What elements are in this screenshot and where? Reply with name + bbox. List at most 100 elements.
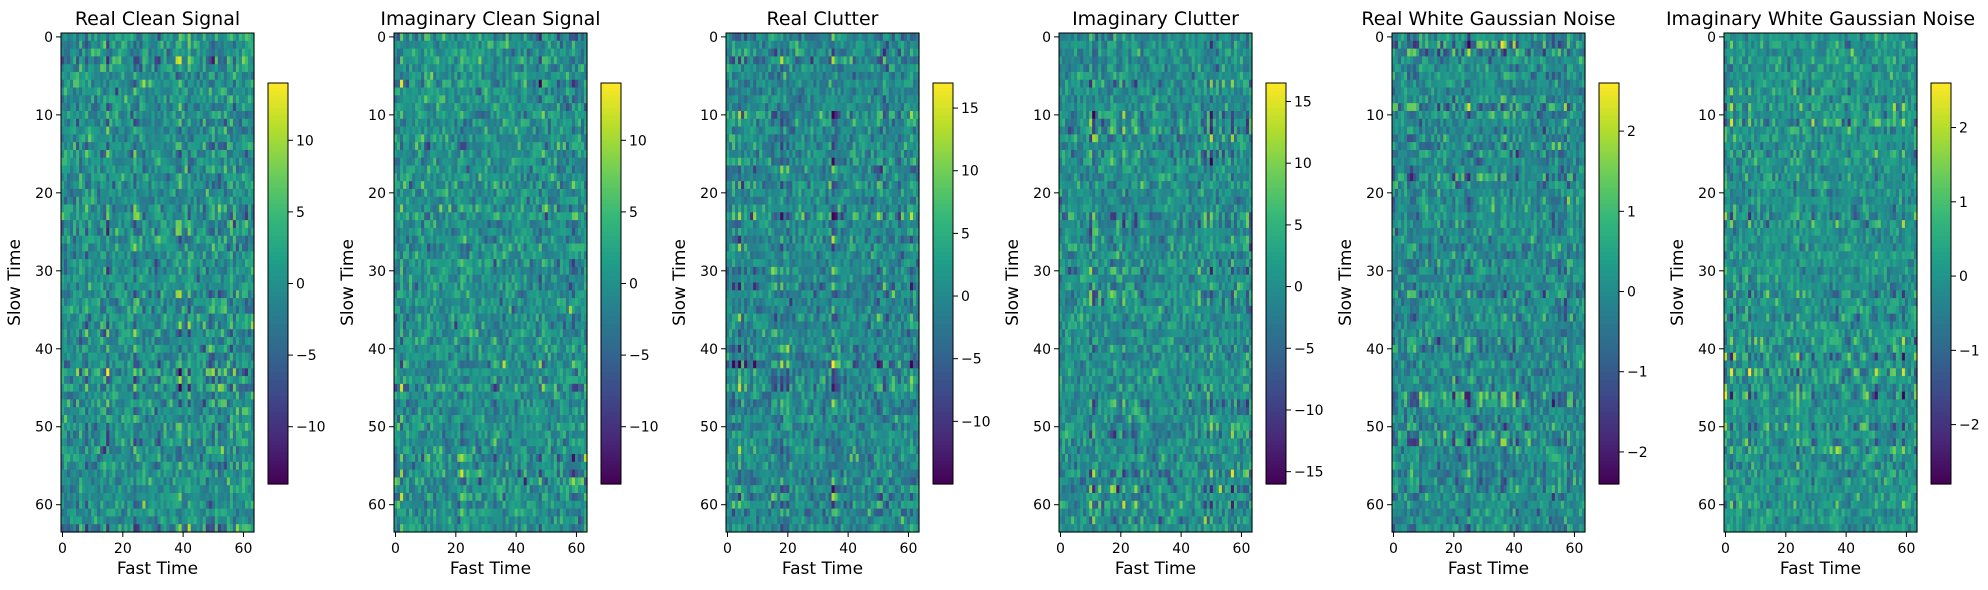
- heatmap-cell: [64, 227, 68, 237]
- colorbar-band: [268, 267, 288, 273]
- heatmap-cell: [163, 149, 168, 159]
- heatmap-cell: [94, 173, 98, 182]
- heatmap-cell: [190, 157, 195, 167]
- heatmap-cell: [193, 134, 198, 143]
- heatmap-cell: [148, 103, 153, 112]
- heatmap-cell: [121, 266, 125, 276]
- heatmap-cell: [133, 204, 137, 213]
- heatmap-cell: [232, 212, 237, 221]
- heatmap-cell: [211, 266, 216, 276]
- heatmap-cell: [118, 251, 122, 260]
- heatmap-cell: [166, 56, 171, 65]
- heatmap-cell: [82, 196, 86, 206]
- heatmap-cell: [190, 188, 195, 198]
- heatmap-cell: [208, 40, 213, 50]
- heatmap-cell: [64, 118, 68, 128]
- heatmap-cell: [64, 110, 68, 120]
- heatmap-cell: [73, 103, 77, 112]
- heatmap-cell: [136, 305, 141, 315]
- heatmap-cell: [187, 220, 192, 229]
- heatmap-cell: [241, 173, 246, 182]
- heatmap-cell: [181, 266, 186, 276]
- heatmap-cell: [178, 227, 183, 237]
- heatmap-cell: [250, 103, 255, 112]
- heatmap-cell: [244, 149, 249, 159]
- heatmap-cell: [244, 56, 249, 65]
- heatmap-cell: [250, 290, 255, 299]
- heatmap-cell: [151, 56, 156, 65]
- heatmap-cell: [115, 56, 119, 65]
- heatmap-cell: [196, 142, 201, 151]
- heatmap-cell: [142, 259, 147, 268]
- heatmap-cell: [121, 118, 125, 128]
- heatmap-cell: [112, 40, 116, 50]
- heatmap-cell: [208, 313, 213, 323]
- heatmap-cell: [124, 181, 128, 190]
- heatmap-cell: [91, 157, 95, 167]
- heatmap-cell: [193, 298, 198, 307]
- heatmap-cell: [181, 196, 186, 206]
- heatmap-cell: [241, 142, 246, 151]
- heatmap-cell: [232, 126, 237, 135]
- heatmap-cell: [127, 64, 131, 73]
- heatmap-cell: [184, 33, 189, 42]
- heatmap-cell: [226, 134, 231, 143]
- heatmap-cell: [169, 251, 174, 260]
- heatmap-cell: [238, 181, 243, 190]
- heatmap-cell: [100, 134, 104, 143]
- heatmap-cell: [238, 251, 243, 260]
- heatmap-cell: [196, 204, 201, 213]
- heatmap-cell: [229, 227, 234, 237]
- heatmap-cell: [181, 126, 186, 135]
- heatmap-cell: [169, 33, 174, 42]
- heatmap-cell: [169, 64, 174, 73]
- heatmap-cell: [145, 48, 150, 57]
- heatmap-cell: [130, 173, 134, 182]
- heatmap-cell: [202, 126, 207, 135]
- heatmap-cell: [181, 274, 186, 284]
- heatmap-cell: [217, 64, 222, 73]
- heatmap-cell: [85, 282, 89, 291]
- heatmap-cell: [202, 48, 207, 57]
- heatmap-cell: [163, 142, 168, 151]
- heatmap-cell: [139, 313, 144, 323]
- heatmap-cell: [73, 64, 77, 73]
- heatmap-cell: [202, 251, 207, 260]
- heatmap-cell: [160, 103, 165, 112]
- colorbar-band: [268, 83, 288, 88]
- heatmap-cell: [142, 142, 147, 151]
- heatmap-cell: [217, 181, 222, 190]
- heatmap-cell: [235, 95, 240, 104]
- colorbar-band: [268, 315, 288, 321]
- heatmap-cell: [220, 142, 225, 151]
- heatmap-cell: [67, 134, 71, 143]
- heatmap-cell: [220, 126, 225, 135]
- heatmap-cell: [142, 188, 147, 198]
- heatmap-cell: [166, 126, 171, 135]
- heatmap-cell: [73, 157, 77, 167]
- heatmap-cell: [112, 220, 116, 229]
- heatmap-cell: [247, 71, 252, 81]
- heatmap-cell: [208, 282, 213, 291]
- heatmap-cell: [106, 79, 110, 89]
- heatmap-cell: [130, 188, 134, 198]
- heatmap-cell: [184, 149, 189, 159]
- heatmap-cell: [127, 290, 131, 299]
- heatmap-cell: [79, 71, 83, 81]
- heatmap-cell: [151, 79, 156, 89]
- heatmap-cell: [211, 227, 216, 237]
- heatmap-cell: [250, 95, 255, 104]
- heatmap-cell: [124, 290, 128, 299]
- heatmap-cell: [205, 134, 210, 143]
- heatmap-cell: [223, 48, 228, 57]
- heatmap-cell: [145, 212, 150, 221]
- heatmap-cell: [79, 227, 83, 237]
- heatmap-cell: [115, 188, 119, 198]
- heatmap-cell: [163, 188, 168, 198]
- colorbar-band: [268, 131, 288, 136]
- heatmap-cell: [70, 173, 74, 182]
- heatmap-cell: [187, 204, 192, 213]
- heatmap-cell: [154, 40, 159, 50]
- heatmap-cell: [190, 181, 195, 190]
- heatmap-cell: [175, 95, 180, 104]
